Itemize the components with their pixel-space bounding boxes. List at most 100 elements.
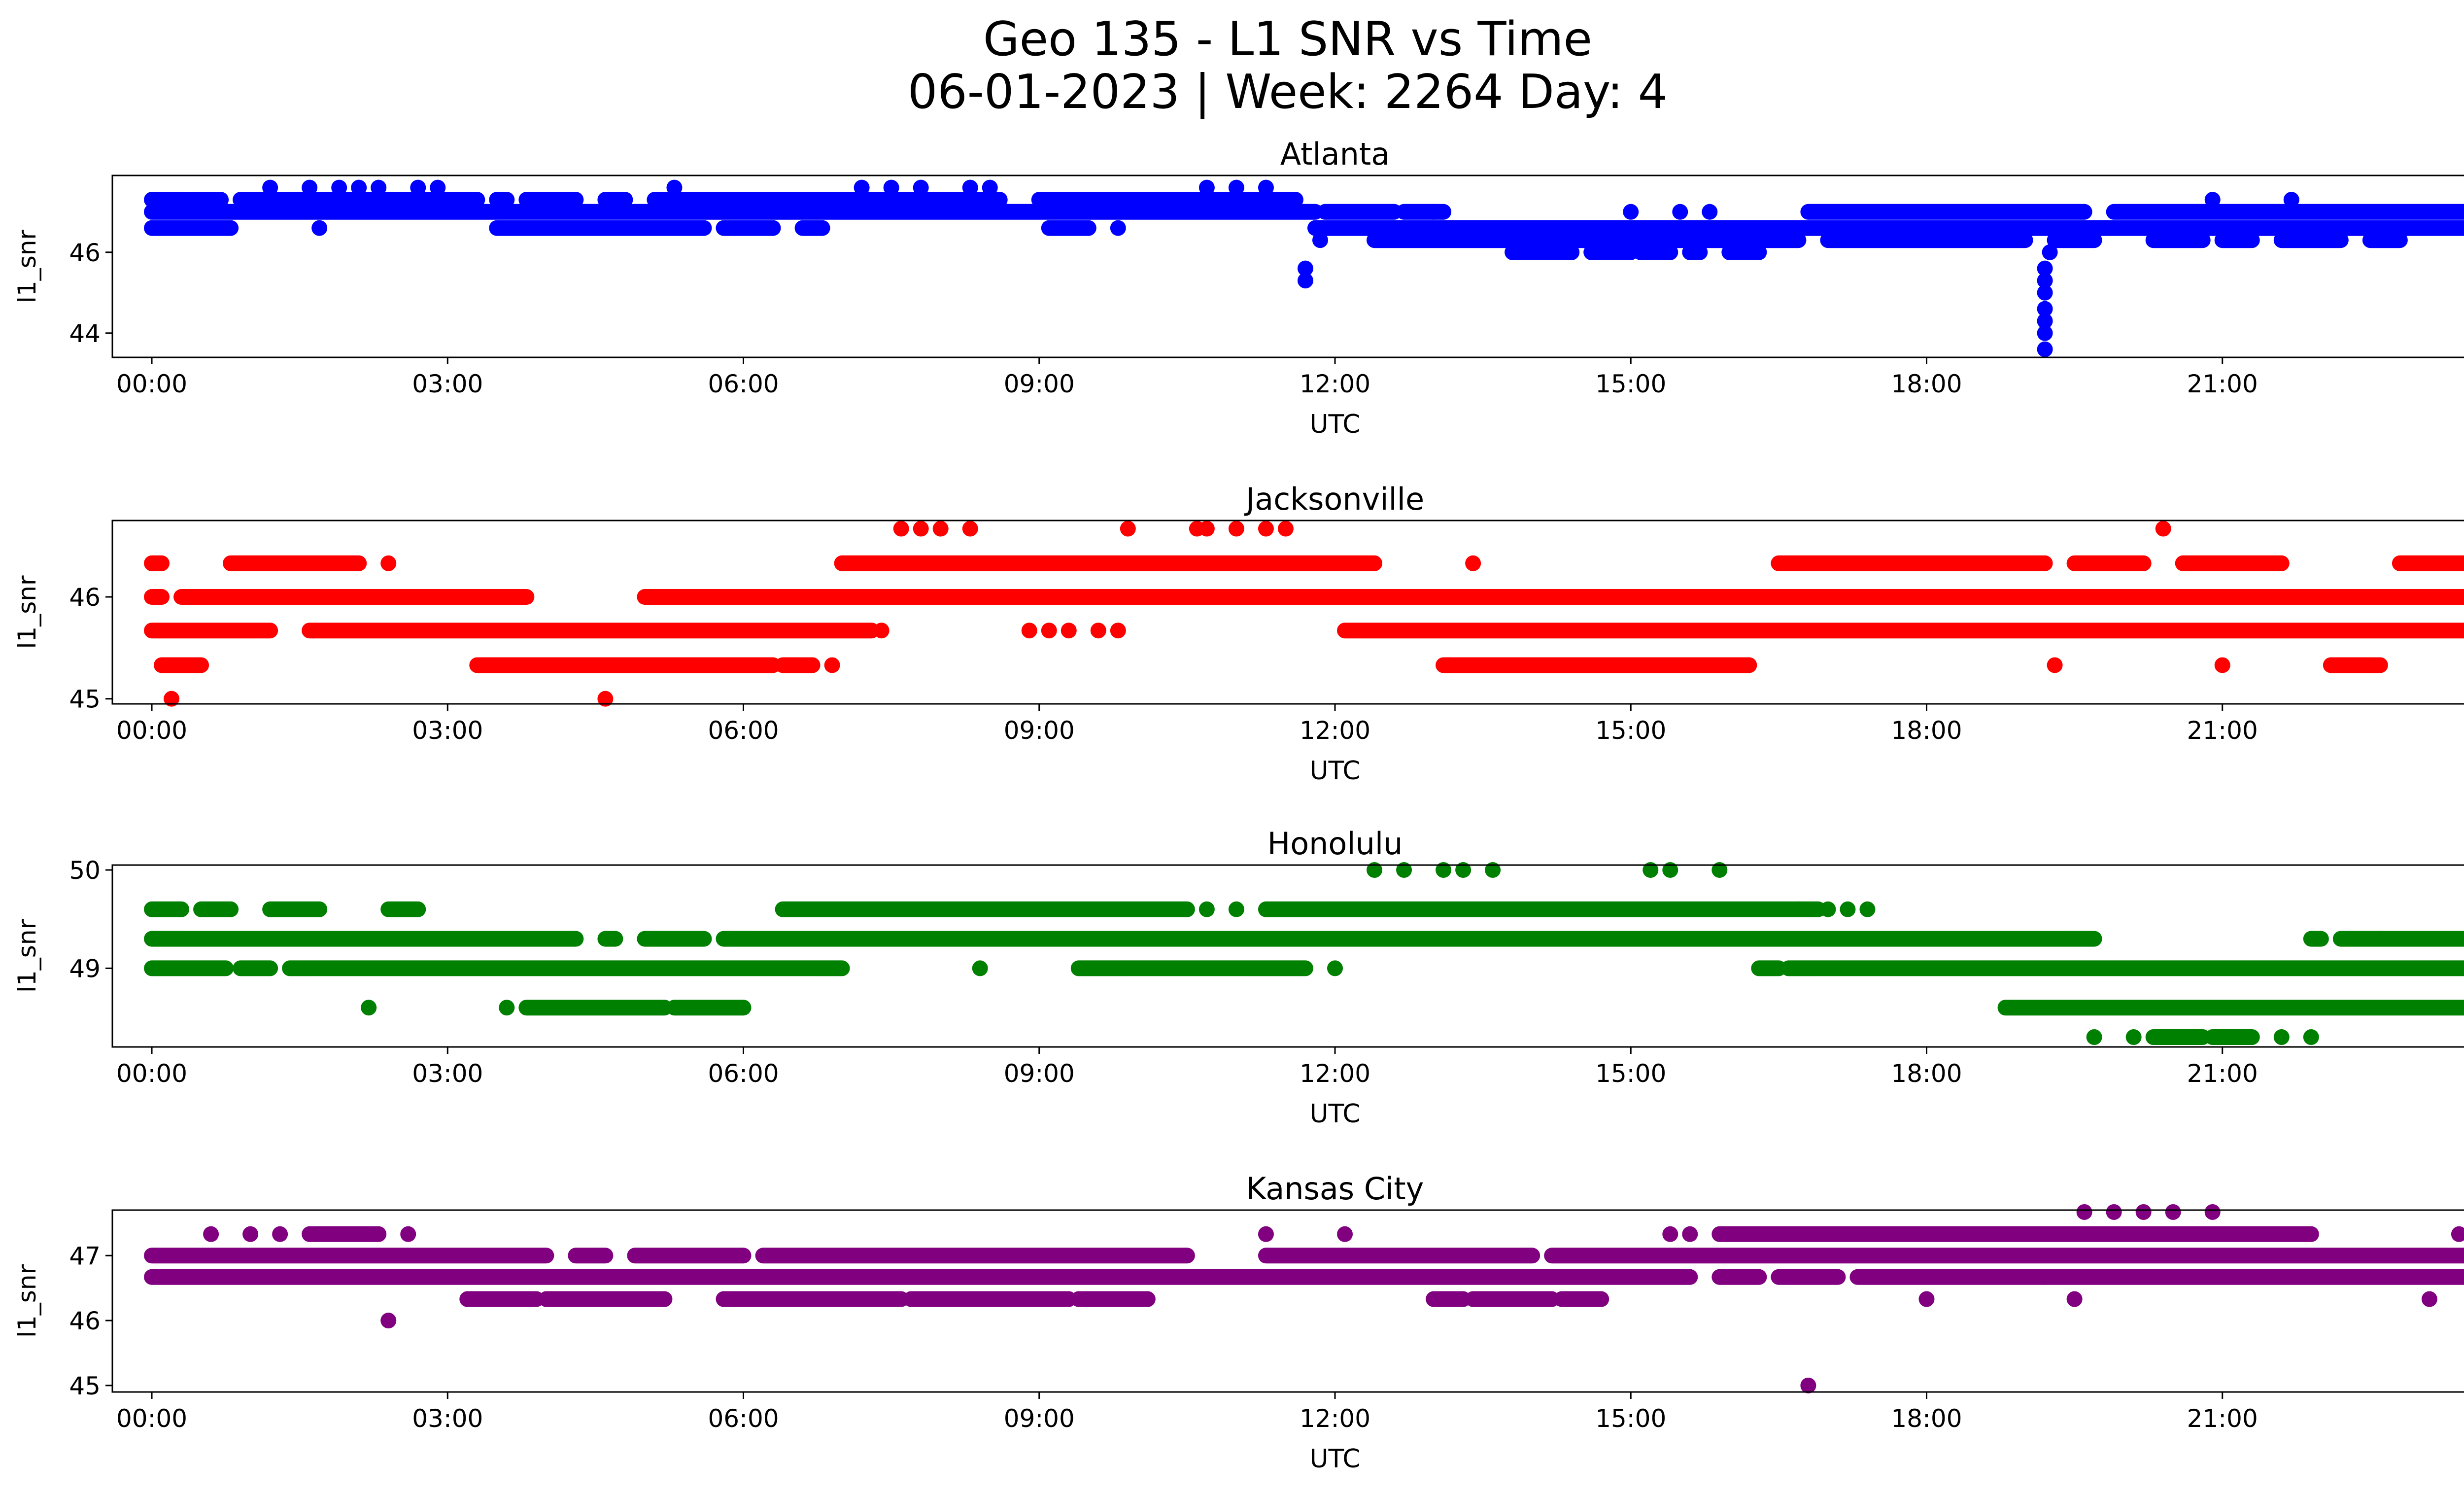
data-point xyxy=(2037,284,2053,301)
data-point xyxy=(380,555,397,571)
y-tick-label: 45 xyxy=(69,1372,101,1400)
x-tick-label: 12:00 xyxy=(1300,1059,1370,1088)
x-axis-label: UTC xyxy=(1309,410,1360,439)
y-tick-label: 44 xyxy=(69,319,101,348)
data-point xyxy=(1820,901,1836,917)
x-tick-label: 12:00 xyxy=(1300,370,1370,398)
data-point xyxy=(1198,521,1215,537)
data-point xyxy=(1623,204,1639,220)
data-point xyxy=(380,1313,397,1329)
data-point xyxy=(1021,623,1037,639)
y-tick-label: 46 xyxy=(69,583,101,612)
data-point xyxy=(2037,260,2053,277)
data-point xyxy=(1465,555,1481,571)
data-point xyxy=(2155,521,2171,537)
data-point xyxy=(430,179,446,196)
data-point xyxy=(982,179,998,196)
data-point xyxy=(1662,862,1678,878)
x-tick-label: 15:00 xyxy=(1595,1059,1666,1088)
data-point xyxy=(883,179,899,196)
data-point xyxy=(1312,232,1328,248)
y-axis-label: l1_snr xyxy=(13,1264,41,1338)
x-tick-label: 18:00 xyxy=(1891,1059,1962,1088)
x-tick-label: 21:00 xyxy=(2187,1404,2258,1433)
y-tick-label: 46 xyxy=(69,239,101,267)
x-tick-label: 03:00 xyxy=(412,1404,483,1433)
data-point xyxy=(164,691,180,707)
x-tick-label: 09:00 xyxy=(1004,716,1075,745)
subplot-title: Honolulu xyxy=(1267,826,1403,862)
data-point xyxy=(499,1000,515,1016)
data-point xyxy=(2204,1204,2221,1220)
data-point xyxy=(2125,1029,2142,1045)
data-point xyxy=(2037,341,2053,357)
data-point xyxy=(1702,204,1718,220)
data-point xyxy=(854,179,870,196)
data-point xyxy=(893,521,909,537)
data-point xyxy=(597,691,614,707)
data-point xyxy=(1041,623,1057,639)
data-point xyxy=(2066,1291,2083,1307)
y-tick-label: 47 xyxy=(69,1242,101,1270)
data-point xyxy=(932,521,949,537)
data-point xyxy=(242,1226,259,1242)
data-point xyxy=(1790,901,1807,917)
y-tick-label: 50 xyxy=(69,856,101,885)
subplot-3: 00:00 03:00 06:00 09:00 12:00 15:00 18:00 21:00… xyxy=(13,1171,2464,1474)
x-tick-label: 06:00 xyxy=(708,1404,779,1433)
data-point xyxy=(1426,204,1442,220)
data-point xyxy=(2037,273,2053,289)
data-point xyxy=(351,179,367,196)
x-axis-label: UTC xyxy=(1309,1099,1360,1129)
y-tick-label: 46 xyxy=(69,1307,101,1335)
data-point xyxy=(1662,1226,1678,1242)
data-point xyxy=(1643,862,1659,878)
data-point xyxy=(2047,657,2063,673)
subplot-1: 00:00 03:00 06:00 09:00 12:00 15:00 18:00 21:00… xyxy=(13,481,2464,786)
data-point xyxy=(1485,862,1501,878)
data-point xyxy=(361,1000,377,1016)
data-point xyxy=(1297,260,1313,277)
data-point xyxy=(913,521,929,537)
y-axis-label: l1_snr xyxy=(13,575,41,649)
x-tick-label: 15:00 xyxy=(1595,1404,1666,1433)
y-axis-label: l1_snr xyxy=(13,919,41,993)
data-point xyxy=(1277,521,1294,537)
data-point xyxy=(311,220,328,236)
y-tick-label: 49 xyxy=(69,954,101,983)
x-tick-label: 21:00 xyxy=(2187,716,2258,745)
data-point xyxy=(1396,862,1412,878)
data-point xyxy=(962,179,978,196)
x-axis-label: UTC xyxy=(1309,1444,1360,1474)
x-tick-label: 18:00 xyxy=(1891,1404,1962,1433)
data-point xyxy=(1090,623,1106,639)
data-point xyxy=(1436,862,1452,878)
x-tick-label: 12:00 xyxy=(1300,1404,1370,1433)
data-point xyxy=(2214,657,2230,673)
data-point xyxy=(1258,521,1274,537)
data-point xyxy=(262,179,278,196)
x-tick-label: 18:00 xyxy=(1891,716,1962,745)
x-tick-label: 09:00 xyxy=(1004,370,1075,398)
data-point xyxy=(2451,1226,2464,1242)
data-point xyxy=(1228,521,1244,537)
data-point xyxy=(2165,1204,2181,1220)
subplot-title: Jacksonville xyxy=(1244,481,1424,517)
subplot-title: Atlanta xyxy=(1280,136,1390,172)
data-point xyxy=(1682,1226,1698,1242)
figure-title-line-2: 06-01-2023 | Week: 2264 Day: 4 xyxy=(907,65,1668,119)
subplot-2: 00:00 03:00 06:00 09:00 12:00 15:00 18:00 21:00… xyxy=(13,826,2464,1129)
data-point xyxy=(2283,192,2299,208)
x-tick-label: 00:00 xyxy=(116,716,187,745)
data-point xyxy=(1918,1291,1935,1307)
data-point xyxy=(331,179,347,196)
data-point xyxy=(666,179,683,196)
data-point xyxy=(1711,862,1728,878)
data-point xyxy=(1198,179,1215,196)
data-point xyxy=(1110,220,1126,236)
subplot-title: Kansas City xyxy=(1246,1171,1424,1207)
data-point xyxy=(2106,1204,2122,1220)
data-point xyxy=(1228,179,1244,196)
x-tick-label: 21:00 xyxy=(2187,1059,2258,1088)
data-point xyxy=(1672,204,1688,220)
